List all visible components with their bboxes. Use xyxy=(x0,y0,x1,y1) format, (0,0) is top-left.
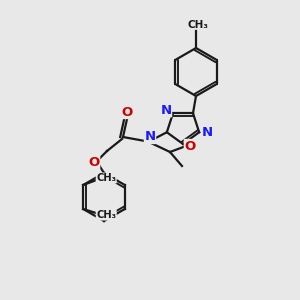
Text: O: O xyxy=(122,106,133,118)
Text: O: O xyxy=(88,157,100,169)
Text: N: N xyxy=(160,104,172,117)
Text: N: N xyxy=(144,130,156,143)
Text: CH₃: CH₃ xyxy=(188,20,208,30)
Text: O: O xyxy=(184,140,196,152)
Text: CH₃: CH₃ xyxy=(96,173,116,183)
Text: N: N xyxy=(202,126,213,139)
Text: CH₃: CH₃ xyxy=(96,210,116,220)
